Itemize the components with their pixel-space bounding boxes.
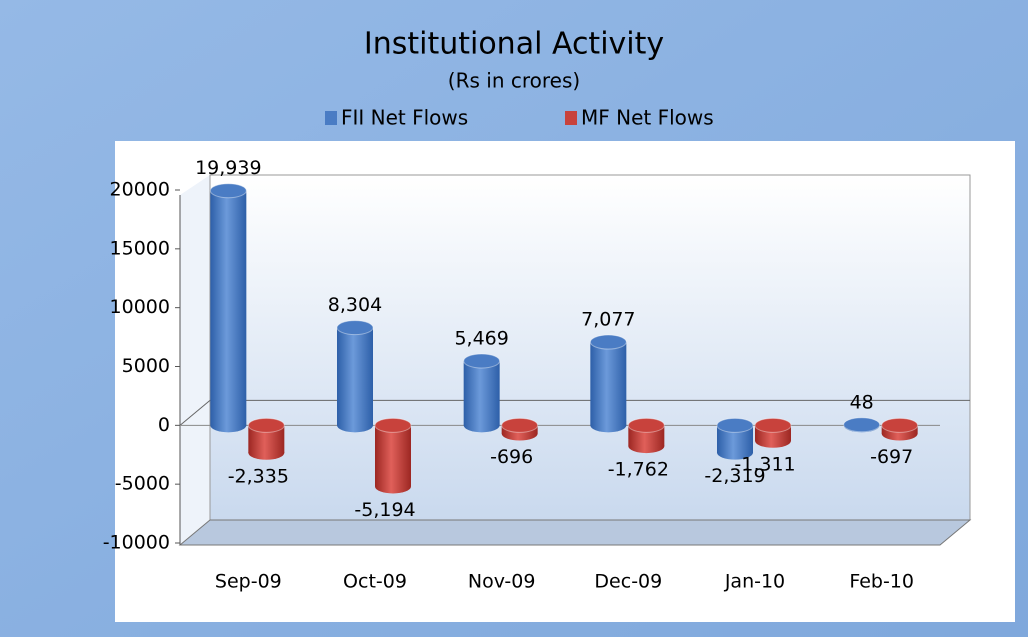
value-label: -2,335 (228, 465, 289, 487)
legend-label: FII Net Flows (341, 106, 468, 130)
bar-cap (881, 417, 919, 433)
value-label: -5,194 (354, 499, 415, 521)
bar-cap (374, 417, 412, 433)
value-label: 19,939 (195, 157, 261, 179)
bar-base (628, 439, 665, 454)
bar-base (755, 433, 791, 448)
value-label: -1,311 (734, 453, 795, 475)
bar-base (463, 418, 500, 433)
y-tick-label: 5000 (122, 355, 170, 377)
x-tick-label: Jan-10 (724, 571, 785, 593)
bar-base (248, 445, 285, 460)
y-tick-label: -10000 (103, 532, 170, 554)
bar-base (590, 418, 627, 433)
bar-cap (247, 417, 285, 433)
y-tick-label: 0 (158, 414, 170, 436)
value-label: 7,077 (581, 309, 635, 331)
zero-line (179, 399, 211, 426)
bar-cap (716, 417, 754, 433)
legend-label: MF Net Flows (581, 106, 714, 130)
x-tick-label: Nov-09 (468, 571, 536, 593)
legend-swatch (565, 111, 577, 125)
y-tick-label: 10000 (110, 296, 170, 318)
value-label: -697 (870, 446, 913, 468)
bar-base (375, 479, 411, 494)
y-tick-label: -5000 (115, 473, 170, 495)
bar-cap (336, 320, 374, 336)
bar-cap (627, 417, 665, 433)
bar-cap (589, 334, 627, 350)
bar-cap (843, 417, 881, 433)
legend-swatch (325, 111, 337, 125)
value-label: 48 (850, 391, 874, 413)
x-tick-label: Dec-09 (594, 571, 662, 593)
x-tick-label: Oct-09 (343, 571, 407, 593)
value-label: 5,469 (454, 327, 508, 349)
bar (210, 190, 247, 426)
bar-base (717, 445, 753, 460)
chart-subtitle: (Rs in crores) (448, 69, 580, 93)
chart-title: Institutional Activity (364, 27, 664, 62)
bar (463, 360, 500, 426)
bar (375, 425, 411, 487)
bar-cap (754, 417, 792, 433)
y-tick-label: 20000 (110, 179, 170, 201)
bar-cap (209, 183, 247, 199)
y-tick-label: 15000 (110, 237, 170, 259)
x-tick-label: Sep-09 (215, 571, 282, 593)
bar (337, 327, 373, 426)
value-label: -1,762 (608, 459, 669, 481)
bar-cap (463, 353, 501, 369)
bar-base (210, 418, 247, 433)
value-label: 8,304 (328, 294, 382, 316)
bar-cap (501, 417, 539, 433)
bar (590, 342, 627, 426)
value-label: -696 (490, 446, 533, 468)
value-label: -2,319 (704, 465, 765, 487)
back-wall (209, 174, 971, 521)
x-tick-label: Feb-10 (849, 571, 914, 593)
floor (178, 519, 972, 546)
bar-base (337, 418, 373, 433)
